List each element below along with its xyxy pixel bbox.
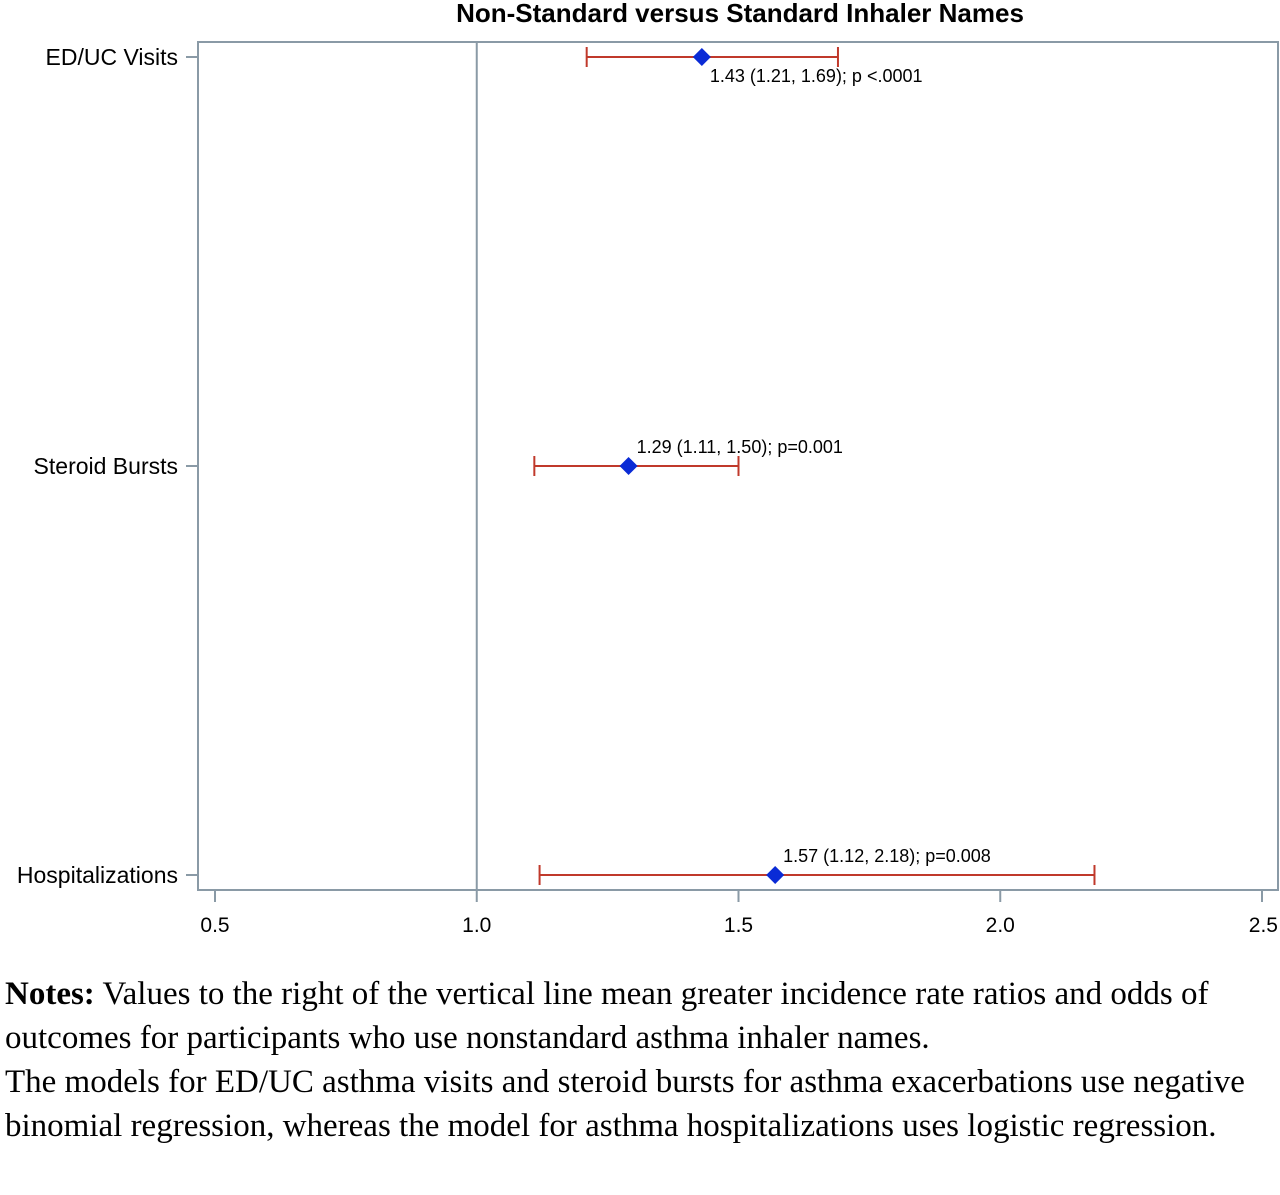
forest-plot: Non-Standard versus Standard Inhaler Nam… bbox=[17, 0, 1279, 937]
notes-heading: Notes: bbox=[5, 976, 95, 1012]
notes-text-1: Values to the right of the vertical line… bbox=[5, 976, 1209, 1056]
notes: Notes: Values to the right of the vertic… bbox=[5, 972, 1273, 1148]
x-tick-label: 2.5 bbox=[1249, 914, 1278, 937]
category-label: ED/UC Visits bbox=[46, 44, 179, 70]
chart-title: Non-Standard versus Standard Inhaler Nam… bbox=[456, 0, 1024, 28]
notes-paragraph-1: Notes: Values to the right of the vertic… bbox=[5, 972, 1273, 1060]
data-label: 1.43 (1.21, 1.69); p <.0001 bbox=[710, 66, 923, 86]
estimate-marker bbox=[692, 48, 711, 66]
x-tick-label: 2.0 bbox=[986, 914, 1015, 937]
data-label: 1.57 (1.12, 2.18); p=0.008 bbox=[783, 846, 991, 866]
forest-rows: ED/UC Visits 1.43 (1.21, 1.69); p <.0001 S… bbox=[17, 44, 1096, 888]
x-tick-label: 1.0 bbox=[462, 914, 491, 937]
category-label: Hospitalizations bbox=[17, 862, 178, 888]
estimate-marker bbox=[619, 457, 638, 475]
forest-row: Steroid Bursts 1.29 (1.11, 1.50); p=0.001 bbox=[34, 437, 843, 479]
x-tick-label: 1.5 bbox=[724, 914, 753, 937]
category-label: Steroid Bursts bbox=[34, 453, 178, 479]
estimate-marker bbox=[766, 866, 785, 884]
x-tick-label: 0.5 bbox=[200, 914, 229, 937]
data-label: 1.29 (1.11, 1.50); p=0.001 bbox=[637, 437, 843, 457]
forest-row: ED/UC Visits 1.43 (1.21, 1.69); p <.0001 bbox=[46, 44, 923, 86]
forest-row: Hospitalizations 1.57 (1.12, 2.18); p=0.0… bbox=[17, 846, 1096, 888]
x-axis: 0.5 1.0 1.5 2.0 2.5 bbox=[200, 890, 1278, 937]
notes-paragraph-2: The models for ED/UC asthma visits and s… bbox=[5, 1064, 1245, 1144]
